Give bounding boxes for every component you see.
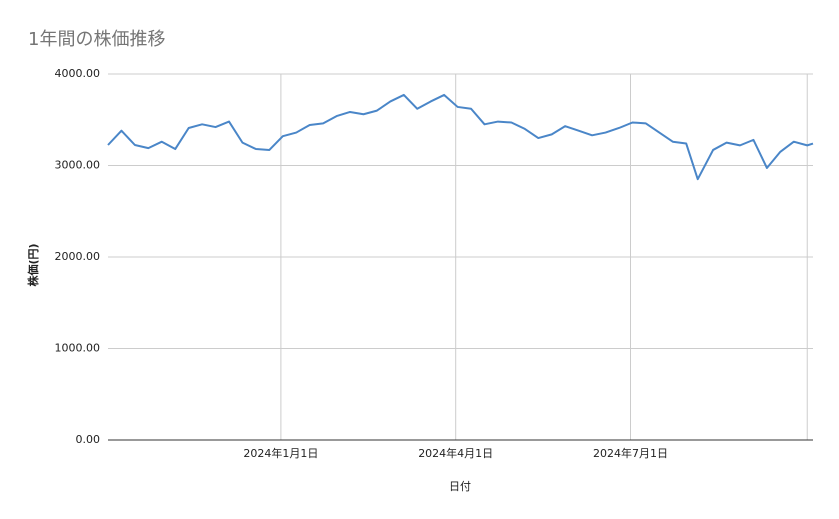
y-tick-label: 3000.00 bbox=[55, 159, 101, 172]
x-tick-label: 2024年4月1日 bbox=[418, 446, 493, 460]
y-tick-label: 2000.00 bbox=[55, 250, 101, 263]
y-tick-label: 1000.00 bbox=[55, 342, 101, 355]
x-tick-label: 2024年7月1日 bbox=[593, 446, 668, 460]
y-tick-label: 0.00 bbox=[76, 433, 101, 446]
y-tick-label: 4000.00 bbox=[55, 67, 101, 80]
chart-title: 1年間の株価推移 bbox=[28, 29, 165, 50]
y-axis-label: 株価(円) bbox=[26, 243, 40, 286]
x-axis-label: 日付 bbox=[449, 480, 471, 493]
x-tick-label: 2024年1月1日 bbox=[243, 446, 318, 460]
price-line bbox=[107, 93, 814, 181]
